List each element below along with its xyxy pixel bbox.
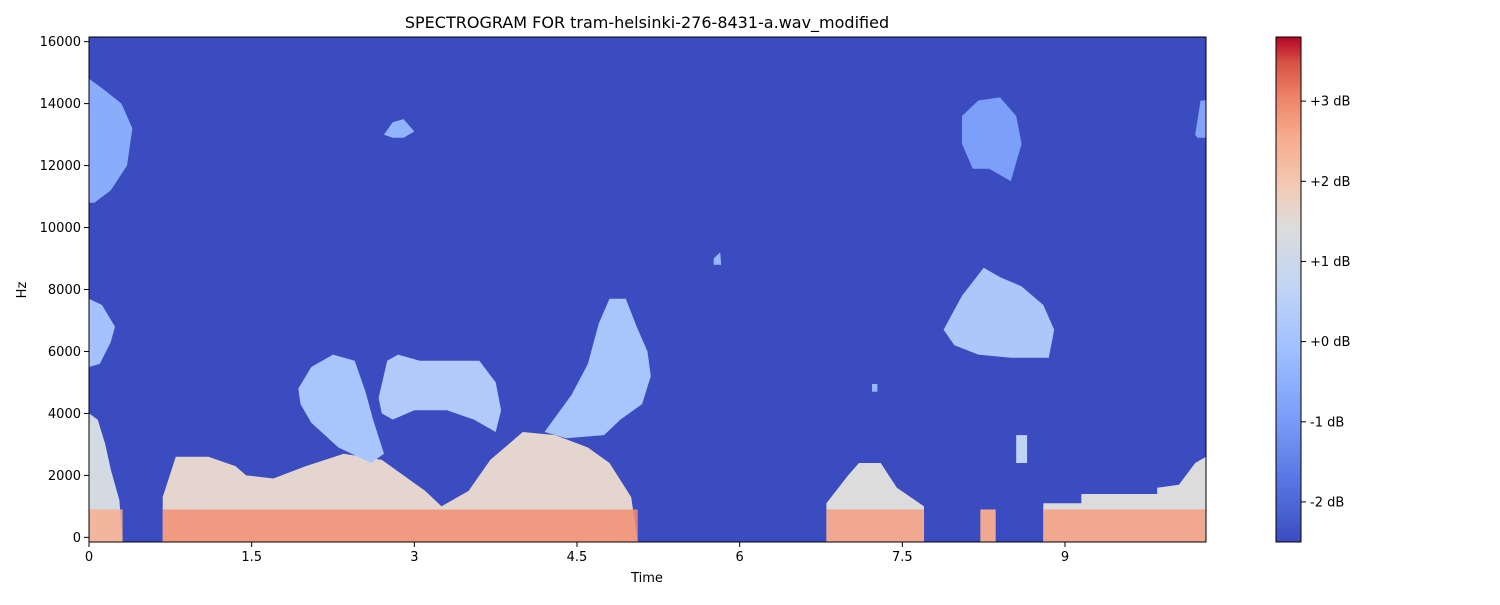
- y-tick-label: 2000: [48, 469, 81, 484]
- colorbar-tick-label: -1 dB: [1310, 415, 1344, 430]
- spectrogram-energy-regions: [89, 78, 1206, 542]
- x-tick-label: 7.5: [892, 550, 913, 565]
- y-tick-label: 0: [73, 531, 81, 546]
- energy-region-7: [378, 354, 502, 432]
- colorbar-tick-label: +0 dB: [1310, 335, 1350, 350]
- energy-region-16: [872, 384, 878, 392]
- plot-area: [88, 36, 1207, 543]
- colorbar-tick-label: +2 dB: [1310, 175, 1350, 190]
- x-tick-label: 3: [410, 550, 418, 565]
- x-axis-label: Time: [630, 571, 663, 586]
- energy-region-15: [713, 252, 722, 265]
- colorbar: -2 dB -1 dB +0 dB +1 dB +2 dB +3 dB: [1275, 36, 1350, 543]
- x-axis-ticks: 0 1.5 3 4.5 6 7.5 9: [85, 542, 1069, 565]
- energy-region-12: [962, 97, 1022, 182]
- colorbar-tick-label: +3 dB: [1310, 95, 1350, 110]
- energy-region-17: [1016, 435, 1028, 463]
- y-axis-ticks: 0 2000 4000 6000 8000 10000 12000 14000 16000: [40, 35, 89, 546]
- y-tick-label: 6000: [48, 345, 81, 360]
- energy-region-8: [544, 298, 651, 439]
- energy-region-14: [384, 119, 415, 138]
- low-frequency-band-1: [89, 509, 123, 542]
- x-tick-label: 6: [736, 550, 744, 565]
- y-axis-label: Hz: [15, 282, 30, 299]
- colorbar-tick-label: +1 dB: [1310, 255, 1350, 270]
- colorbar-tick-label: -2 dB: [1310, 495, 1344, 510]
- energy-region-6: [298, 354, 384, 463]
- x-tick-label: 9: [1061, 550, 1069, 565]
- low-frequency-band-5: [1043, 509, 1206, 542]
- y-tick-label: 12000: [40, 159, 81, 174]
- energy-region-13: [1195, 100, 1206, 138]
- y-tick-label: 10000: [40, 221, 81, 236]
- low-frequency-band-4: [980, 509, 996, 542]
- chart-title: SPECTROGRAM FOR tram-helsinki-276-8431-a…: [405, 13, 889, 33]
- energy-region-9: [943, 267, 1055, 358]
- y-tick-label: 16000: [40, 35, 81, 50]
- colorbar-gradient: [1275, 36, 1302, 543]
- x-tick-label: 4.5: [567, 550, 588, 565]
- x-tick-label: 1.5: [241, 550, 262, 565]
- low-frequency-band-3: [826, 509, 925, 542]
- y-tick-label: 4000: [48, 407, 81, 422]
- y-tick-label: 14000: [40, 97, 81, 112]
- low-frequency-band-2: [162, 509, 638, 542]
- x-tick-label: 0: [85, 550, 93, 565]
- energy-region-11: [89, 78, 133, 203]
- colorbar-ticks: -2 dB -1 dB +0 dB +1 dB +2 dB +3 dB: [1301, 95, 1350, 510]
- energy-region-10: [89, 298, 115, 367]
- spectrogram-background: [89, 37, 1206, 542]
- y-tick-label: 8000: [48, 283, 81, 298]
